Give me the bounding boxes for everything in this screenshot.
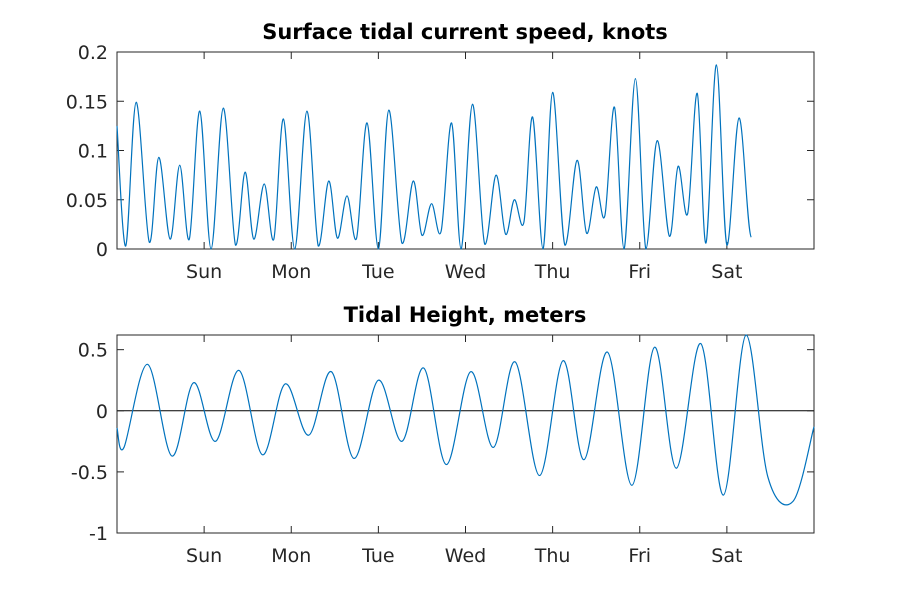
current-speed-x-tick-label: Wed	[445, 261, 486, 283]
tidal-height-line	[116, 334, 815, 506]
current-speed-x-tick-label: Mon	[271, 261, 311, 283]
current-speed-y-tick-label: 0.05	[66, 190, 108, 212]
tidal-height-x-tick-label: Sun	[186, 545, 222, 567]
current-speed-line	[116, 64, 752, 250]
current-speed-y-ticks: 0 0.05 0.1 0.15 0.2	[66, 42, 814, 261]
current-speed-x-tick-label: Tue	[361, 261, 394, 283]
tidal-height-x-tick-label: Mon	[271, 545, 311, 567]
tidal-height-y-tick-label: 0	[96, 401, 108, 423]
tidal-height-panel: Tidal Height, meters Sun Mon Tue Wed Thu Fri S…	[71, 303, 815, 567]
tidal-height-y-tick-label: -0.5	[71, 462, 108, 484]
current-speed-y-tick-label: 0.2	[78, 42, 108, 64]
tidal-height-title: Tidal Height, meters	[344, 303, 587, 327]
current-speed-y-tick-label: 0.15	[66, 91, 108, 113]
tidal-height-y-ticks: -1 -0.5 0 0.5	[71, 340, 814, 545]
current-speed-x-tick-label: Sun	[186, 261, 222, 283]
tidal-height-x-tick-label: Wed	[445, 545, 486, 567]
current-speed-x-tick-label: Thu	[534, 261, 571, 283]
current-speed-x-tick-label: Sat	[711, 261, 742, 283]
tidal-height-y-tick-label: 0.5	[78, 340, 108, 362]
tidal-height-y-tick-label: -1	[89, 523, 108, 545]
current-speed-x-tick-label: Fri	[628, 261, 651, 283]
tidal-height-x-tick-label: Tue	[361, 545, 394, 567]
current-speed-axes	[116, 51, 815, 250]
tidal-height-x-tick-label: Fri	[628, 545, 651, 567]
tidal-height-axes	[116, 334, 815, 534]
current-speed-panel: Surface tidal current speed, knots Sun Mo…	[66, 20, 815, 283]
current-speed-y-tick-label: 0.1	[78, 141, 108, 163]
tidal-height-x-tick-label: Thu	[534, 545, 571, 567]
current-speed-y-tick-label: 0	[96, 239, 108, 261]
tidal-height-x-tick-label: Sat	[711, 545, 742, 567]
tidal-height-x-ticks: Sun Mon Tue Wed Thu Fri Sat	[186, 335, 742, 567]
current-speed-title: Surface tidal current speed, knots	[262, 20, 668, 44]
